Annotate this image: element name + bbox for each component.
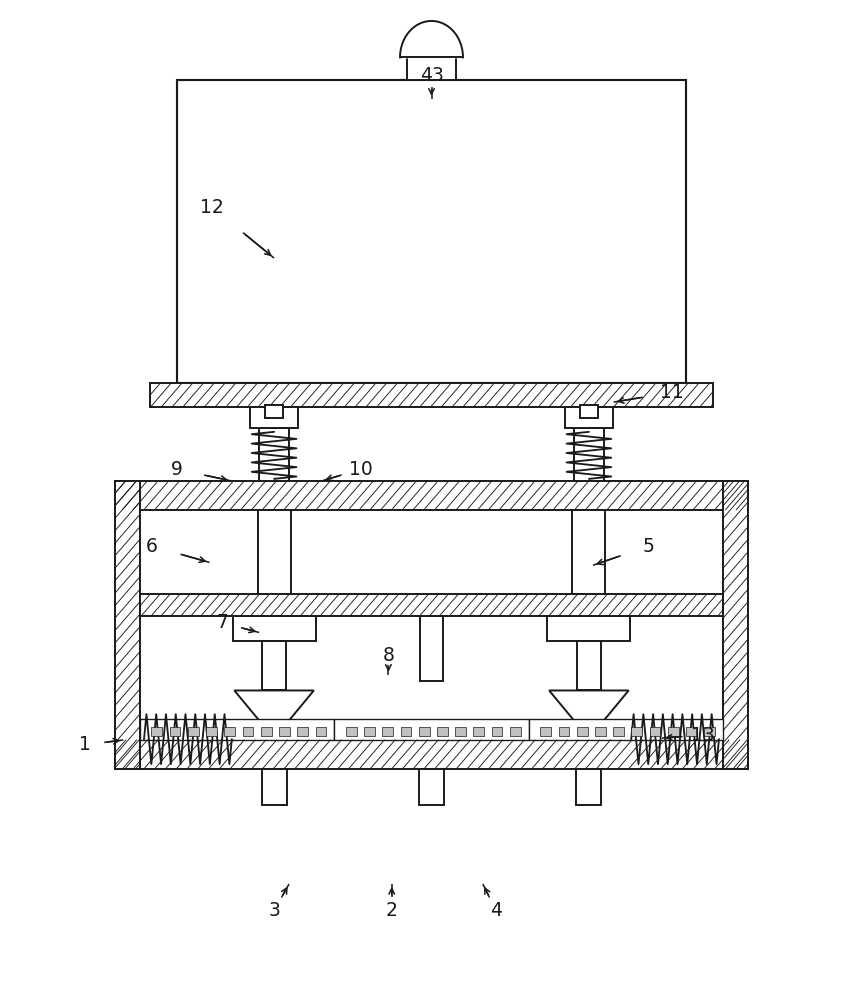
Bar — [437, 727, 448, 736]
Bar — [261, 769, 287, 805]
Bar — [115, 481, 140, 769]
Bar — [177, 80, 686, 383]
Text: 2: 2 — [386, 901, 398, 920]
Polygon shape — [235, 690, 314, 738]
Bar — [279, 727, 290, 736]
Text: 11: 11 — [660, 383, 683, 402]
Text: 13: 13 — [691, 726, 715, 745]
Bar — [723, 481, 748, 769]
Text: 1: 1 — [79, 735, 91, 754]
Bar — [261, 727, 272, 736]
Polygon shape — [549, 690, 628, 738]
Bar — [140, 594, 723, 616]
Bar — [650, 727, 660, 736]
Bar — [668, 727, 678, 736]
Bar — [595, 727, 606, 736]
Text: 9: 9 — [171, 460, 183, 479]
Bar — [419, 727, 430, 736]
Bar — [364, 727, 375, 736]
Text: 12: 12 — [200, 198, 224, 217]
Bar — [243, 727, 254, 736]
Bar — [574, 428, 604, 481]
Text: 5: 5 — [643, 537, 654, 556]
Bar — [510, 727, 520, 736]
Bar — [170, 727, 180, 736]
Bar — [547, 616, 630, 641]
Bar — [316, 727, 326, 736]
Text: 3: 3 — [268, 901, 280, 920]
Bar — [492, 727, 502, 736]
Bar — [686, 727, 697, 736]
Bar — [334, 719, 529, 740]
Bar — [297, 727, 308, 736]
Bar — [188, 727, 198, 736]
Bar — [257, 510, 291, 594]
Bar — [262, 641, 286, 690]
Bar — [140, 719, 334, 740]
Bar — [419, 769, 444, 805]
Bar — [224, 727, 235, 736]
Bar — [150, 383, 713, 407]
Bar — [140, 510, 723, 740]
Bar — [474, 727, 484, 736]
Polygon shape — [400, 21, 463, 57]
Bar — [580, 405, 598, 418]
Bar — [572, 510, 606, 594]
Text: 10: 10 — [350, 460, 373, 479]
Bar — [456, 727, 466, 736]
Bar — [233, 616, 316, 641]
Bar — [206, 727, 217, 736]
Text: 43: 43 — [419, 66, 444, 85]
Bar — [577, 641, 601, 690]
Bar — [558, 727, 570, 736]
Bar — [265, 405, 283, 418]
Text: 7: 7 — [217, 613, 229, 632]
Bar — [704, 727, 715, 736]
Bar — [565, 407, 613, 428]
Bar — [250, 407, 298, 428]
Bar — [420, 616, 443, 681]
Bar — [115, 740, 748, 769]
Bar — [632, 727, 642, 736]
Bar — [346, 727, 356, 736]
Text: 8: 8 — [382, 646, 394, 665]
Bar — [382, 727, 394, 736]
Bar — [529, 719, 723, 740]
Text: 4: 4 — [490, 901, 502, 920]
Bar — [152, 727, 162, 736]
Bar — [614, 727, 624, 736]
Bar — [576, 727, 588, 736]
Bar — [400, 727, 412, 736]
Bar — [115, 481, 748, 510]
Bar — [576, 769, 602, 805]
Bar — [540, 727, 551, 736]
Text: 6: 6 — [146, 537, 157, 556]
Bar — [407, 57, 456, 80]
Bar — [259, 428, 289, 481]
